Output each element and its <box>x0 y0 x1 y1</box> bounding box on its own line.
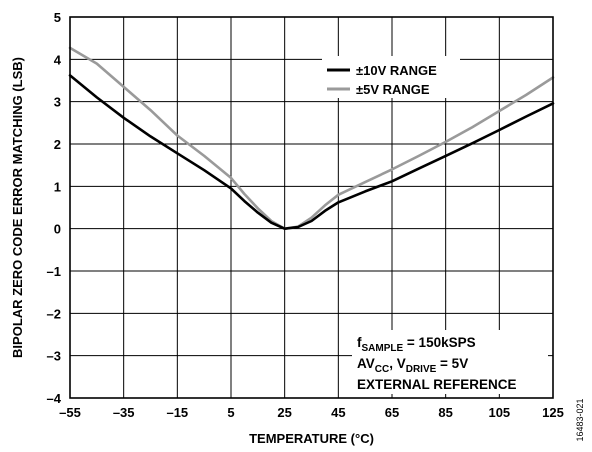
x-tick-label: 105 <box>488 405 510 420</box>
plot-frame <box>69 16 554 399</box>
annotation-background <box>352 330 548 394</box>
legend: ±10V RANGE ±5V RANGE <box>322 56 460 98</box>
y-tick-label: –1 <box>47 264 61 279</box>
conditions-annotation: fSAMPLE = 150kSPS AVCC, VDRIVE = 5V EXTE… <box>352 330 548 394</box>
figure-id: 16483-021 <box>575 398 585 441</box>
x-tick-label: 25 <box>277 405 291 420</box>
legend-label-10v: ±10V RANGE <box>356 63 437 78</box>
annotation-sample-rate: fSAMPLE = 150kSPS <box>357 335 476 354</box>
x-tick-label: 45 <box>331 405 345 420</box>
y-tick-label: –3 <box>47 349 61 364</box>
y-tick-label: 5 <box>54 10 61 25</box>
x-tick-label: 5 <box>227 405 234 420</box>
x-axis-title: TEMPERATURE (°C) <box>249 431 374 446</box>
series-line-10v <box>68 74 555 230</box>
y-tick-label: 0 <box>54 222 61 237</box>
annotation-supply: AVCC, VDRIVE = 5V <box>357 356 468 375</box>
y-axis-title: BIPOLAR ZERO CODE ERROR MATCHING (LSB) <box>10 57 25 358</box>
y-tick-label: –4 <box>47 391 62 406</box>
y-tick-label: 2 <box>54 137 61 152</box>
x-tick-label: 85 <box>438 405 452 420</box>
y-tick-label: 1 <box>54 179 61 194</box>
x-tick-label: –15 <box>166 405 188 420</box>
y-tick-label: 3 <box>54 95 61 110</box>
x-tick-label: 65 <box>385 405 399 420</box>
x-tick-label: –35 <box>113 405 135 420</box>
legend-background <box>322 56 460 98</box>
series-layer <box>68 46 555 230</box>
x-tick-label: 125 <box>542 405 564 420</box>
x-tick-label: –55 <box>59 405 81 420</box>
y-tick-labels: –4 –3 –2 –1 0 1 2 3 4 5 <box>47 10 62 406</box>
y-tick-label: 4 <box>54 52 62 67</box>
x-tick-labels: –55 –35 –15 5 25 45 65 85 105 125 <box>59 405 564 420</box>
annotation-reference: EXTERNAL REFERENCE <box>357 377 517 392</box>
legend-label-5v: ±5V RANGE <box>356 82 430 97</box>
y-tick-label: –2 <box>47 306 61 321</box>
